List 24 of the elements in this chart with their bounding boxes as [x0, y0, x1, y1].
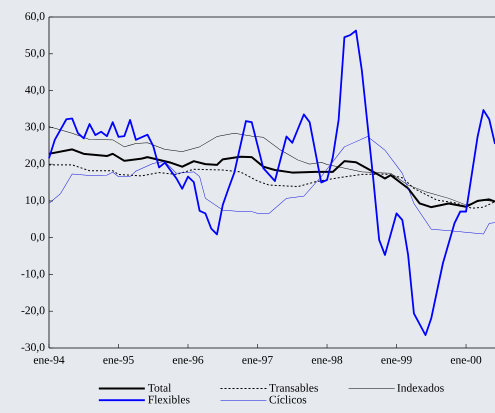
x-tick-label: ene-99 — [381, 356, 412, 364]
legend-label: Flexibles — [148, 395, 190, 404]
legend-label: Cíclicos — [269, 395, 306, 404]
legend-label: Total — [148, 384, 172, 392]
legend-label: Indexados — [397, 384, 444, 392]
x-tick-label: ene-98 — [312, 356, 342, 364]
y-tick-label: 40,0 — [25, 86, 45, 96]
y-tick-label: 60,0 — [25, 12, 45, 22]
y-tick-label: -30,0 — [21, 343, 45, 353]
y-tick-label: 10,0 — [26, 196, 45, 206]
legend-label: Transables — [269, 384, 318, 392]
x-tick-label: ene-00 — [450, 356, 482, 364]
x-tick-label: ene-94 — [34, 356, 64, 364]
y-tick-label: 50,0 — [26, 49, 45, 58]
x-tick-label: ene-95 — [103, 356, 134, 364]
y-tick-label: 20,0 — [25, 159, 45, 169]
x-tick-label: ene-97 — [242, 356, 273, 364]
y-tick-label: -10,0 — [21, 270, 45, 280]
y-tick-label: 30,0 — [25, 122, 45, 132]
y-tick-label: -20,0 — [21, 306, 45, 316]
x-tick-label: ene-96 — [172, 356, 204, 364]
line-series — [48, 30, 495, 336]
y-tick-label: 0,0 — [31, 232, 45, 242]
line-series — [48, 136, 495, 234]
